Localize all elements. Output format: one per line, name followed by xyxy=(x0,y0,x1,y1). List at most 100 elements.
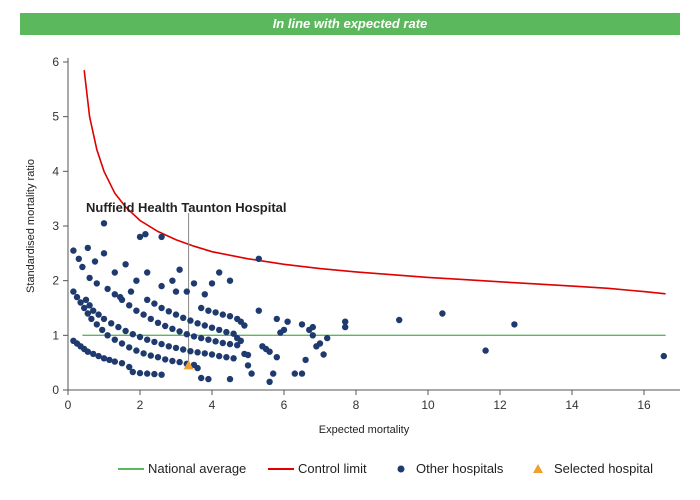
hospital-point xyxy=(309,323,316,331)
hospital-point xyxy=(106,356,113,364)
hospital-point xyxy=(127,288,135,295)
hospital-point xyxy=(273,354,280,361)
hospital-point xyxy=(151,338,158,346)
legend-triangle-icon xyxy=(533,464,543,473)
hospital-point xyxy=(201,350,208,357)
hospital-point xyxy=(154,319,162,326)
hospital-point xyxy=(91,258,99,265)
x-tick-label: 10 xyxy=(421,398,435,412)
hospital-point xyxy=(126,363,133,371)
hospital-point xyxy=(316,340,324,347)
x-tick-label: 12 xyxy=(493,398,507,412)
hospital-point xyxy=(162,322,169,330)
hospital-point xyxy=(73,293,81,301)
hospital-point xyxy=(144,269,151,276)
hospital-point xyxy=(201,322,208,329)
hospital-point xyxy=(86,302,93,309)
hospital-point xyxy=(439,310,446,317)
hospital-point xyxy=(133,307,140,314)
hospital-point xyxy=(165,308,172,315)
hospital-point xyxy=(129,368,136,376)
x-tick-label: 2 xyxy=(137,398,144,412)
hospital-point xyxy=(95,352,102,360)
hospital-point xyxy=(230,355,237,362)
hospital-point xyxy=(180,314,187,321)
hospital-point xyxy=(84,244,92,252)
legend-label: National average xyxy=(148,461,247,476)
hospital-point xyxy=(205,375,212,383)
legend-line-green-icon xyxy=(118,468,144,470)
hospital-point xyxy=(298,321,306,328)
legend-label: Control limit xyxy=(298,461,367,476)
hospital-point xyxy=(284,318,291,325)
hospital-point xyxy=(194,320,201,327)
hospital-point xyxy=(100,220,108,227)
hospital-point xyxy=(93,280,101,287)
hospital-point xyxy=(190,280,198,287)
hospital-point xyxy=(88,315,95,323)
y-tick-label: 6 xyxy=(52,55,59,69)
hospital-point xyxy=(151,370,158,378)
hospital-point xyxy=(208,324,216,331)
hospital-point xyxy=(194,364,201,372)
y-tick-label: 4 xyxy=(52,164,59,178)
control-limit-line xyxy=(83,70,666,295)
hospital-point xyxy=(511,321,518,328)
hospital-point xyxy=(208,351,216,358)
hospital-point xyxy=(136,369,144,377)
hospital-point xyxy=(482,347,489,354)
status-banner: In line with expected rate xyxy=(20,13,680,35)
hospital-point xyxy=(90,307,97,314)
hospital-point xyxy=(280,326,288,334)
hospital-point xyxy=(133,277,140,284)
hospital-point xyxy=(270,370,277,377)
hospital-point xyxy=(342,318,349,325)
y-tick-label: 3 xyxy=(52,219,59,233)
hospital-point xyxy=(309,332,316,339)
hospital-point xyxy=(158,371,165,378)
legend-dot-icon xyxy=(397,465,405,473)
hospital-point xyxy=(79,263,86,271)
hospital-point xyxy=(223,328,230,336)
hospital-point xyxy=(111,291,119,298)
hospital-point xyxy=(81,304,88,312)
hospital-point xyxy=(100,250,108,257)
hospital-point xyxy=(147,315,154,323)
hospital-point xyxy=(223,354,230,361)
hospital-point xyxy=(70,247,77,254)
hospital-point xyxy=(219,339,226,347)
hospital-point xyxy=(172,344,180,352)
hospital-point xyxy=(176,358,183,366)
x-tick-label: 4 xyxy=(209,398,216,412)
hospital-point xyxy=(226,375,234,383)
hospital-point xyxy=(126,344,133,351)
hospital-point xyxy=(158,282,165,290)
chart-lines xyxy=(82,70,666,336)
hospital-point xyxy=(82,296,90,303)
y-axis-label: Standardised mortality ratio xyxy=(25,159,37,293)
hospital-point xyxy=(205,307,212,314)
hospital-point xyxy=(320,351,327,358)
hospital-point xyxy=(198,374,205,382)
hospital-point xyxy=(248,370,255,377)
hospital-point xyxy=(151,300,158,307)
x-tick-label: 8 xyxy=(353,398,360,412)
hospital-point xyxy=(75,255,83,262)
hospital-point xyxy=(100,315,108,323)
hospital-point xyxy=(324,334,331,342)
hospital-point xyxy=(291,370,298,377)
hospital-point xyxy=(99,326,106,334)
hospital-point xyxy=(104,285,111,293)
hospital-point xyxy=(70,288,77,295)
hospital-point xyxy=(244,351,252,359)
hospital-point xyxy=(172,311,180,318)
y-tick-label: 2 xyxy=(52,274,59,288)
hospital-point xyxy=(266,378,273,385)
hospital-point xyxy=(84,348,92,355)
chart-legend: National average Control limit Other hos… xyxy=(0,458,700,480)
hospital-point xyxy=(142,231,149,238)
hospital-point xyxy=(84,310,92,317)
hospital-point xyxy=(302,356,309,364)
hospital-point xyxy=(660,352,667,360)
